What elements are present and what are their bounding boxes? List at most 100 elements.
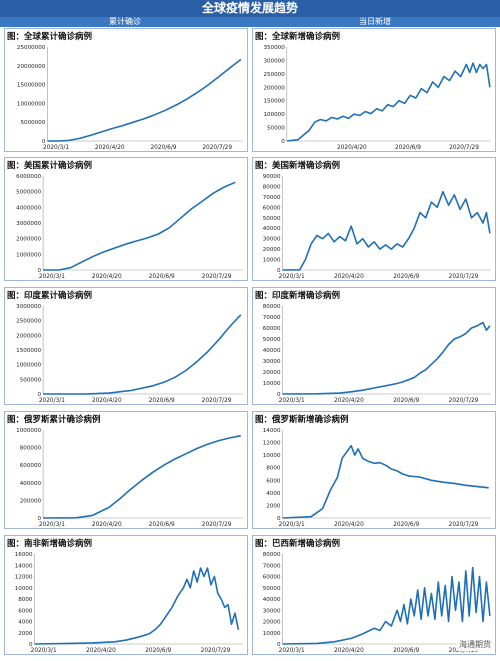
series-line — [34, 567, 240, 645]
chart-russia-daily: 0 2000 4000 6000 8000 10000 12000 14000 2020/3/1… — [263, 428, 491, 528]
y-tick-label: 350000 — [263, 45, 285, 51]
x-tick-label: 2020/3/1 — [279, 274, 305, 280]
x-tick-label: 2020/7/29 — [449, 274, 479, 280]
y-tick-label: 70000 — [263, 195, 281, 201]
y-tick-label: 3000000 — [16, 304, 41, 310]
x-tick-label: 2020/7/29 — [202, 274, 232, 280]
y-tick-label: 400000 — [20, 481, 42, 487]
y-tick-label: 50000 — [267, 126, 285, 132]
series-line — [43, 314, 242, 395]
y-tick-label: 10000 — [263, 631, 281, 637]
y-tick-label: 0 — [42, 139, 46, 145]
y-tick-label: 8000 — [18, 597, 33, 603]
x-tick-label: 2020/7/29 — [449, 648, 479, 654]
x-tick-label: 2020/7/29 — [202, 145, 232, 151]
series-line — [43, 434, 241, 519]
y-tick-label: 20000 — [263, 370, 281, 376]
panel-global-cumulative: 图：全球累计确诊病例 0 5000000 10000000 15000000 20000… — [4, 28, 248, 152]
chart-title: 图：全球新增确诊病例 — [255, 32, 341, 42]
x-tick-label: 2020/4/20 — [334, 398, 364, 404]
x-tick-label: 2020/7/29 — [202, 398, 232, 404]
x-tick-label: 2020/4/20 — [92, 522, 122, 528]
x-tick-label: 2020/6/9 — [149, 398, 175, 404]
panel-india-daily: 图：印度新增确诊病例 0 10000 20000 30000 40000 50000 600… — [252, 287, 496, 405]
y-tick-label: 25000000 — [17, 45, 46, 51]
y-tick-label: 0 — [277, 392, 281, 398]
y-tick-label: 10000 — [15, 586, 33, 592]
chart-title: 图：印度累计确诊病例 — [7, 291, 93, 301]
y-tick-label: 10000 — [263, 453, 281, 459]
y-tick-label: 2000000 — [16, 237, 41, 243]
y-tick-label: 30000 — [263, 237, 281, 243]
x-tick-label: 2020/6/9 — [149, 274, 175, 280]
y-tick-label: 30000 — [263, 359, 281, 365]
y-tick-label: 8000 — [266, 466, 281, 472]
chart-global-daily: 0 50000 100000 150000 200000 250000 300000 3500… — [263, 45, 491, 151]
chart-global-cumulative: 0 5000000 10000000 15000000 20000000 25000000… — [17, 45, 243, 151]
y-tick-label: 500000 — [20, 377, 42, 383]
dashboard-title: 全球疫情发展趋势 — [0, 0, 500, 17]
panel-russia-daily: 图：俄罗斯新增确诊病例 0 2000 4000 6000 8000 10000 12000 1… — [252, 411, 496, 529]
chart-title: 图：印度新增确诊病例 — [255, 291, 341, 301]
x-tick-label: 2020/6/9 — [393, 398, 419, 404]
panel-us-daily: 图：美国新增确诊病例 0 10000 20000 30000 40000 50000 600… — [252, 157, 496, 281]
x-tick-label: 2020/4/20 — [334, 648, 364, 654]
x-tick-label: 2020/4/20 — [92, 398, 122, 404]
x-tick-label: 2020/4/20 — [334, 522, 364, 528]
y-tick-label: 50000 — [263, 337, 281, 343]
chart-title: 图：巴西新增确诊病例 — [255, 539, 341, 549]
y-tick-label: 1000000 — [16, 428, 41, 434]
y-tick-label: 90000 — [263, 174, 281, 180]
x-tick-label: 2020/3/1 — [39, 274, 65, 280]
y-tick-label: 60000 — [263, 205, 281, 211]
x-tick-label: 2020/6/9 — [150, 145, 176, 151]
y-tick-label: 6000000 — [16, 174, 41, 180]
y-tick-label: 10000 — [263, 258, 281, 264]
panel-brazil-daily: 图：巴西新增确诊病例 0 10000 20000 30000 40000 50000 600… — [252, 535, 496, 655]
y-tick-label: 0 — [277, 268, 281, 274]
x-tick-label: 2020/4/20 — [337, 145, 367, 151]
y-tick-label: 0 — [38, 392, 42, 398]
y-tick-label: 4000 — [266, 491, 281, 497]
y-tick-label: 14000 — [263, 428, 281, 434]
panel-global-daily: 图：全球新增确诊病例 0 50000 100000 150000 200000 25000… — [252, 28, 496, 152]
x-tick-label: 2020/6/9 — [393, 522, 419, 528]
y-tick-label: 100000 — [263, 112, 285, 118]
y-tick-label: 5000000 — [20, 120, 45, 126]
y-tick-label: 600000 — [20, 463, 42, 469]
chart-india-cumulative: 0 500000 1000000 1500000 2000000 2500000 30000… — [16, 304, 243, 404]
y-tick-label: 80000 — [263, 552, 281, 558]
chart-title: 图：俄罗斯新增确诊病例 — [255, 415, 349, 425]
y-tick-label: 50000 — [263, 216, 281, 222]
chart-india-daily: 0 10000 20000 30000 40000 50000 60000 70000 8000… — [263, 304, 491, 404]
chart-title: 图：南非新增确诊病例 — [7, 539, 93, 549]
y-tick-label: 0 — [277, 516, 281, 522]
y-tick-label: 4000000 — [16, 205, 41, 211]
x-tick-label: 2020/6/9 — [393, 274, 419, 280]
chart-title: 图：全球累计确诊病例 — [7, 32, 93, 42]
y-tick-label: 12000 — [263, 441, 281, 447]
y-tick-label: 150000 — [263, 99, 285, 105]
panel-south-africa-daily: 图：南非新增确诊病例 0 2000 4000 6000 8000 10000 12000 14… — [4, 535, 248, 655]
chart-title: 图：美国累计确诊病例 — [7, 161, 93, 171]
y-tick-label: 0 — [281, 139, 285, 145]
column-header-bar: 累计确诊 当日新增 — [0, 17, 500, 27]
x-tick-label: 2020/7/29 — [449, 522, 479, 528]
y-tick-label: 200000 — [263, 85, 285, 91]
x-tick-label: 2020/7/29 — [201, 648, 231, 654]
column-header-daily-new: 当日新增 — [359, 17, 391, 26]
y-tick-label: 2000000 — [16, 333, 41, 339]
chart-us-daily: 0 10000 20000 30000 40000 50000 60000 70000 8000… — [263, 174, 491, 280]
x-tick-label: 2020/4/20 — [86, 648, 116, 654]
y-tick-label: 12000 — [15, 575, 33, 581]
x-tick-label: 2020/7/29 — [449, 145, 479, 151]
y-tick-label: 1000000 — [16, 252, 41, 258]
watermark-logo: 海通期货 — [456, 638, 494, 651]
y-tick-label: 14000 — [15, 563, 33, 569]
y-tick-label: 60000 — [263, 575, 281, 581]
y-tick-label: 6000 — [18, 608, 33, 614]
y-tick-label: 70000 — [263, 315, 281, 321]
chart-title: 图：俄罗斯累计确诊病例 — [7, 415, 101, 425]
y-tick-label: 20000 — [263, 620, 281, 626]
x-tick-label: 2020/6/9 — [145, 648, 171, 654]
